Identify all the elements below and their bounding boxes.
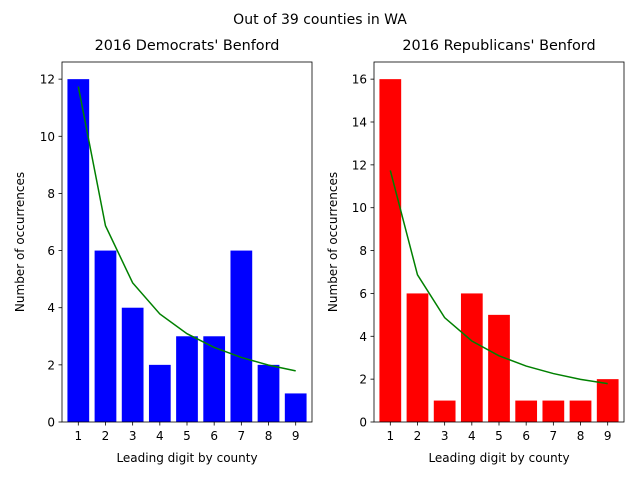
y-tick-label: 10 bbox=[352, 201, 367, 215]
x-tick-label: 1 bbox=[74, 429, 82, 443]
y-tick-label: 4 bbox=[47, 301, 55, 315]
bar-3 bbox=[121, 307, 144, 422]
bar-6 bbox=[203, 336, 226, 422]
x-tick-label: 1 bbox=[386, 429, 394, 443]
bar-2 bbox=[94, 250, 117, 422]
bar-1 bbox=[379, 79, 402, 423]
y-tick-label: 0 bbox=[47, 416, 55, 430]
y-tick-label: 6 bbox=[359, 287, 367, 301]
x-tick-label: 9 bbox=[604, 429, 612, 443]
y-tick-label: 16 bbox=[352, 73, 367, 87]
x-tick-label: 5 bbox=[495, 429, 503, 443]
bar-8 bbox=[569, 400, 592, 422]
x-tick-label: 4 bbox=[468, 429, 476, 443]
y-tick-label: 6 bbox=[47, 244, 55, 258]
y-tick-label: 2 bbox=[359, 373, 367, 387]
y-tick-label: 8 bbox=[47, 187, 55, 201]
x-tick-label: 8 bbox=[577, 429, 585, 443]
x-tick-label: 2 bbox=[102, 429, 110, 443]
x-tick-label: 3 bbox=[129, 429, 137, 443]
x-tick-label: 2 bbox=[414, 429, 422, 443]
y-axis-label: Number of occurrences bbox=[13, 172, 27, 312]
x-tick-label: 6 bbox=[522, 429, 530, 443]
axes-title: 2016 Democrats' Benford bbox=[95, 38, 280, 54]
bar-9 bbox=[596, 379, 619, 422]
y-tick-label: 2 bbox=[47, 358, 55, 372]
bar-8 bbox=[257, 364, 280, 422]
x-axis-label: Leading digit by county bbox=[116, 451, 257, 465]
bar-4 bbox=[148, 364, 171, 422]
bar-4 bbox=[460, 293, 483, 422]
benford-line bbox=[389, 170, 608, 385]
x-axis-label: Leading digit by county bbox=[428, 451, 569, 465]
y-tick-label: 14 bbox=[352, 116, 367, 130]
bar-5 bbox=[488, 314, 510, 422]
y-tick-label: 0 bbox=[359, 416, 367, 430]
y-tick-label: 10 bbox=[40, 130, 55, 144]
x-tick-label: 8 bbox=[265, 429, 273, 443]
x-tick-label: 7 bbox=[238, 429, 246, 443]
figure-suptitle: Out of 39 counties in WA bbox=[233, 12, 407, 28]
bar-6 bbox=[515, 400, 538, 422]
bar-3 bbox=[433, 400, 456, 422]
x-tick-label: 5 bbox=[183, 429, 191, 443]
bar-1 bbox=[67, 79, 90, 423]
benford-line bbox=[77, 86, 296, 372]
bar-9 bbox=[284, 393, 307, 422]
y-tick-label: 12 bbox=[40, 73, 55, 87]
x-tick-label: 3 bbox=[441, 429, 449, 443]
bar-7 bbox=[542, 400, 565, 422]
y-tick-label: 8 bbox=[359, 244, 367, 258]
bar-7 bbox=[230, 250, 253, 422]
x-tick-label: 7 bbox=[550, 429, 558, 443]
y-tick-label: 4 bbox=[359, 330, 367, 344]
axes-title: 2016 Republicans' Benford bbox=[402, 38, 595, 54]
bar-2 bbox=[406, 293, 429, 422]
bar-5 bbox=[176, 336, 198, 422]
x-tick-label: 4 bbox=[156, 429, 164, 443]
x-tick-label: 6 bbox=[210, 429, 218, 443]
x-tick-label: 9 bbox=[292, 429, 300, 443]
y-axis-label: Number of occurrences bbox=[326, 172, 340, 312]
y-tick-label: 12 bbox=[352, 158, 367, 172]
